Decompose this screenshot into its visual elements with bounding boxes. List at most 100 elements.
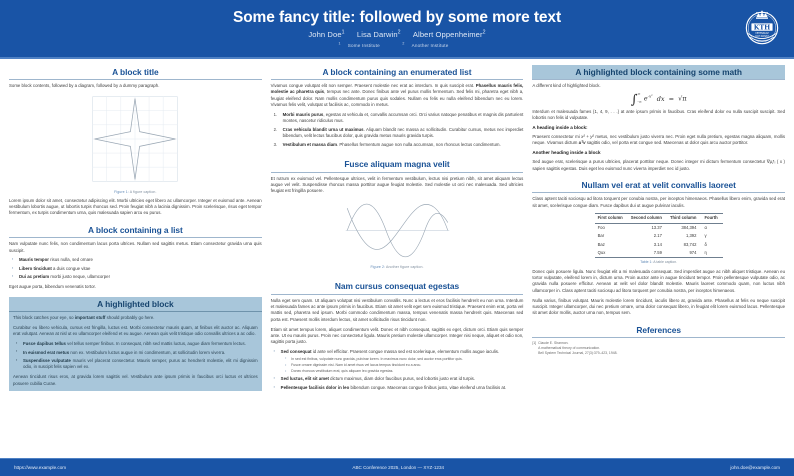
kth-logo-icon: KTH VETENSKAP OCH KONST [739,5,785,51]
figure-caption-text: A figure caption. [129,189,157,194]
block-intro-text: Vivamus congue volutpat elit non semper.… [271,83,524,108]
svg-text:OCH KONST: OCH KONST [755,35,769,38]
reference-title: A mathematical theory of communication. [538,345,601,350]
svg-text:KTH: KTH [754,23,770,31]
figure-caption: Figure 2: Another figure caption. [271,265,524,270]
block-body: Some block contents, followed by a diagr… [9,79,262,217]
block-body: [1] Claude E. Shannon. A mathematical th… [532,337,786,356]
institute-marker: 1 [338,41,341,46]
bullet-list: Fusce dapibus tellus vel tellus semper f… [13,341,258,371]
block-title: A block containing a list [87,224,183,235]
institute-entry: 2 Another Institute [402,41,455,48]
block-subheading: A heading inside a block: [532,124,588,130]
intro-part-c: , tempus nec ante. Donec finibus ante ve… [270,89,524,107]
table-cell: 974 [666,248,702,259]
table-cell: 1,392 [685,233,697,239]
list-item-lead: Vestibulum et massa diam [282,141,337,147]
table-caption-text: A table caption. [653,260,678,265]
para-part-c: sagittis odio, vel porta erat congue sed… [585,140,749,146]
author-name: John Doe [308,30,342,40]
list-item-lead: Libero tincidunt [19,265,52,271]
block-paragraph: Praesent consectetur mi x² + y² metus, n… [532,134,785,147]
table-row: Qux 7.59 974 η [594,248,723,259]
block-paragraph: Etiam sit amet tempus lorem, aliquet con… [270,326,524,345]
equation-base: e [643,94,648,103]
left-column: A block title Some block contents, follo… [9,65,262,461]
list-item-text: dictum maximus, diam dolor faucibus puru… [328,376,476,382]
table-caption-label: Table 1: [640,260,653,265]
footer-website-link[interactable]: https://www.example.com [14,465,67,470]
block-a-block-title: A block title Some block contents, follo… [9,65,262,217]
list-item-text: . Aliquam blandit nec massa ac sollicitu… [282,126,524,138]
block-a-block-containing-a-list: A block containing a list Nam vulputate … [9,223,262,291]
figure-caption: Figure 1: A figure caption. [9,190,262,195]
inline-math-vector: uᵀv [578,140,586,146]
table-cell: 83,742 [683,241,697,247]
bullet-list: Sed consequat id ante vel efficitur. Pra… [271,349,524,391]
list-item: In euismod erat metus non ex. Vestibulum… [16,349,258,356]
list-item-text: a duis congue vitae [51,265,91,271]
table-cell: 384,394 [681,224,697,230]
figure-2: Figure 2: Another figure caption. [271,198,524,270]
figure-1: Figure 1: A figure caption. [9,93,262,195]
list-item: Cras vehicula blandit urna ut maximus. A… [274,126,524,140]
block-intro-text: A different kind of highlighted block. [532,83,601,88]
intro-part-a: This block catches your eye, so [13,315,75,321]
list-item-lead: Morbi mauris purus [282,111,324,117]
block-body: Nam vulputate nunc felis, non condimentu… [9,237,262,290]
list-item: Sed consequat id ante vel efficitur. Pra… [274,349,524,374]
equation-differential: dx [656,94,665,103]
footer-email-link[interactable]: john.doe@example.com [730,465,780,470]
figure-caption-label: Figure 1: [114,189,129,194]
block-intro-text: Some block contents, followed by a diagr… [9,83,160,88]
para-part-a: Praesent consectetur mi [532,133,582,139]
list-item: Fusce dapibus tellus vel tellus semper f… [16,341,258,347]
poster-footer: https://www.example.com ABC Conference 2… [0,459,794,476]
sub-list-item: Donec rhoncus vestibulum erat, quis aliq… [285,369,524,374]
intro-part-a: Vivamus congue volutpat elit non semper.… [270,83,476,88]
institute-entry: 1 Some Institute [338,41,387,48]
author-entry: Lisa Darwin2 [356,29,401,40]
integral-upper-limit: ∞ [637,92,641,97]
table-row: Foo 13.37 384,394 α [595,223,723,232]
institute-marker: 2 [402,41,405,46]
bullet-list: Mauris tempor risus nulla, sed ornare Li… [9,257,262,280]
table-cell: Qux [594,248,628,259]
sub-list-item: In sed est finibus, vulputate nunc gravi… [285,356,524,362]
block-body: Nulla eget sem quam. Ut aliquam volutpat… [270,293,524,392]
equation-exponent: -x² [647,93,653,99]
intro-emphasis: Phasellus mauris felis, molestie ac phar… [270,83,524,95]
table-column-header: Third column [666,212,702,224]
table-cell: Foo [597,224,605,230]
block-paragraph: Sed augue erat, scelerisque a purus ultr… [532,159,786,171]
block-body: This block catches your eye, so importan… [9,311,262,391]
list-item-lead: Dui ac pretium [19,274,50,280]
list-item: Pellentesque facilisis dolor in leo bibe… [274,385,524,391]
table-column-header: Fourth [701,212,723,224]
table-cell: 3.14 [653,241,662,247]
block-paragraph: Curabitur eu libero vehicula, cursus est… [13,324,258,337]
block-nam-cursus-consequat-egestas: Nam cursus consequat egestas Nulla eget … [270,279,524,395]
block-body: A different kind of highlighted block. ∫… [532,79,785,172]
table-cell: γ [704,233,707,239]
author-name: Lisa Darwin [356,30,398,40]
list-item-text: . Phasellus fermentum augue non nulla ac… [337,141,501,147]
sub-bullet-list: In sed est finibus, vulputate nunc gravi… [281,356,524,374]
integral-lower-limit: -∞ [637,99,642,104]
author-list: John Doe1 Lisa Darwin2 Albert Oppenheime… [303,29,490,39]
list-item-text: , egestas at vehicula et, convallis accu… [282,111,524,124]
poster-header: Some fancy title: followed by some more … [0,0,794,57]
equation-rhs: √π [678,94,687,103]
table-header-row: First column Second column Third column … [594,212,723,224]
figure-caption-label: Figure 2: [370,265,386,270]
block-intro-text: Class aptent taciti sociosqu ad litora t… [532,196,786,208]
institute-name: Another Institute [411,42,449,48]
block-paragraph: Nulla eget sem quam. Ut aliquam volutpat… [270,297,524,322]
author-entry: Albert Oppenheimer2 [413,29,486,39]
table-cell: 2.17 [653,233,662,239]
inline-math: x² + y² [581,133,594,139]
para-part-b: metus, nec vestibulum justo viverra nec.… [532,133,786,146]
list-item: Sed luctus, elit sit amet dictum maximus… [274,376,524,382]
data-table: First column Second column Third column … [594,212,723,259]
